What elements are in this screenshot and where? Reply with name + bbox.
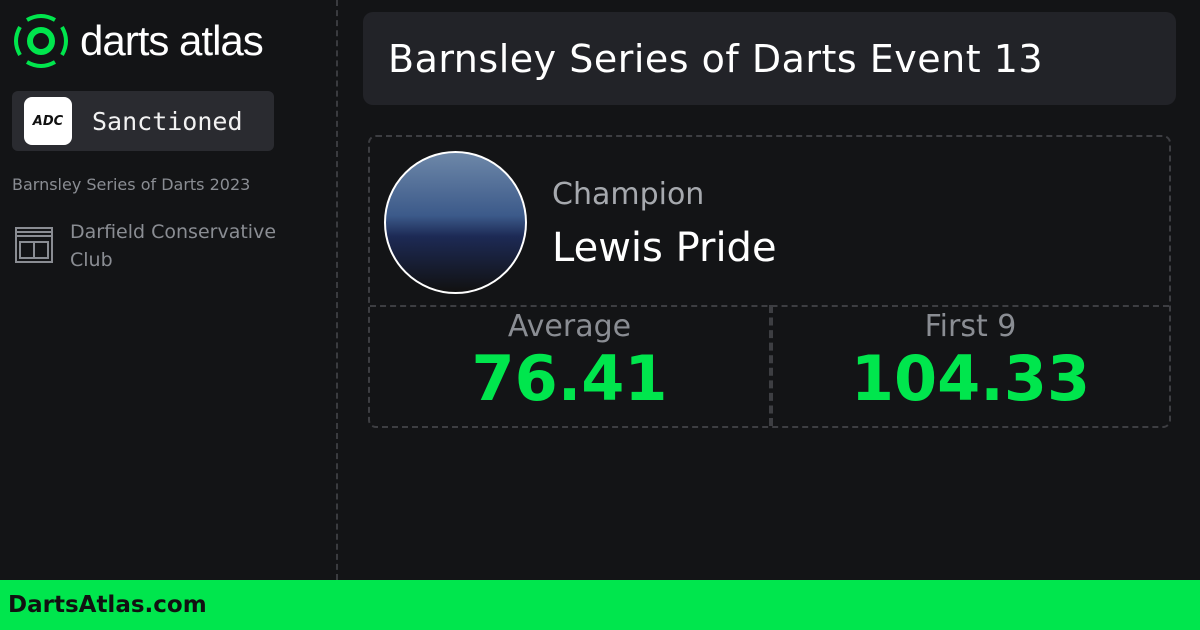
series-link[interactable]: Barnsley Series of Darts 2023 <box>12 175 251 194</box>
sanctioned-badge: ADC Sanctioned <box>12 91 274 151</box>
venue-name: Darfield Conservative Club <box>70 221 277 271</box>
building-icon <box>15 227 53 263</box>
stat-value: 76.41 <box>471 342 668 415</box>
sanctioned-label: Sanctioned <box>92 106 243 136</box>
site-link[interactable]: DartsAtlas.com <box>8 592 207 618</box>
stat-label: Average <box>507 309 632 344</box>
stat-first-9: First 9 104.33 <box>771 309 1170 415</box>
champion-label: Champion <box>552 177 705 212</box>
event-title-box: Barnsley Series of Darts Event 13 <box>363 12 1176 105</box>
footer: DartsAtlas.com <box>0 580 1200 630</box>
event-title: Barnsley Series of Darts Event 13 <box>388 36 1044 81</box>
champion-photo <box>384 151 527 294</box>
darts-atlas-logo[interactable]: darts atlas <box>12 12 264 70</box>
venue[interactable]: Darfield Conservative Club <box>14 218 310 274</box>
stat-average: Average 76.41 <box>370 309 769 415</box>
champion-name: Lewis Pride <box>552 225 777 271</box>
adc-logo: ADC <box>24 97 72 145</box>
stat-value: 104.33 <box>850 342 1091 415</box>
logo-text: darts atlas <box>80 17 264 64</box>
champion-card: Champion Lewis Pride Average 76.41 First… <box>368 135 1171 428</box>
divider <box>769 305 773 426</box>
stat-label: First 9 <box>924 309 1017 344</box>
sidebar: darts atlas ADC Sanctioned Barnsley Seri… <box>0 0 338 580</box>
target-icon <box>14 14 68 68</box>
